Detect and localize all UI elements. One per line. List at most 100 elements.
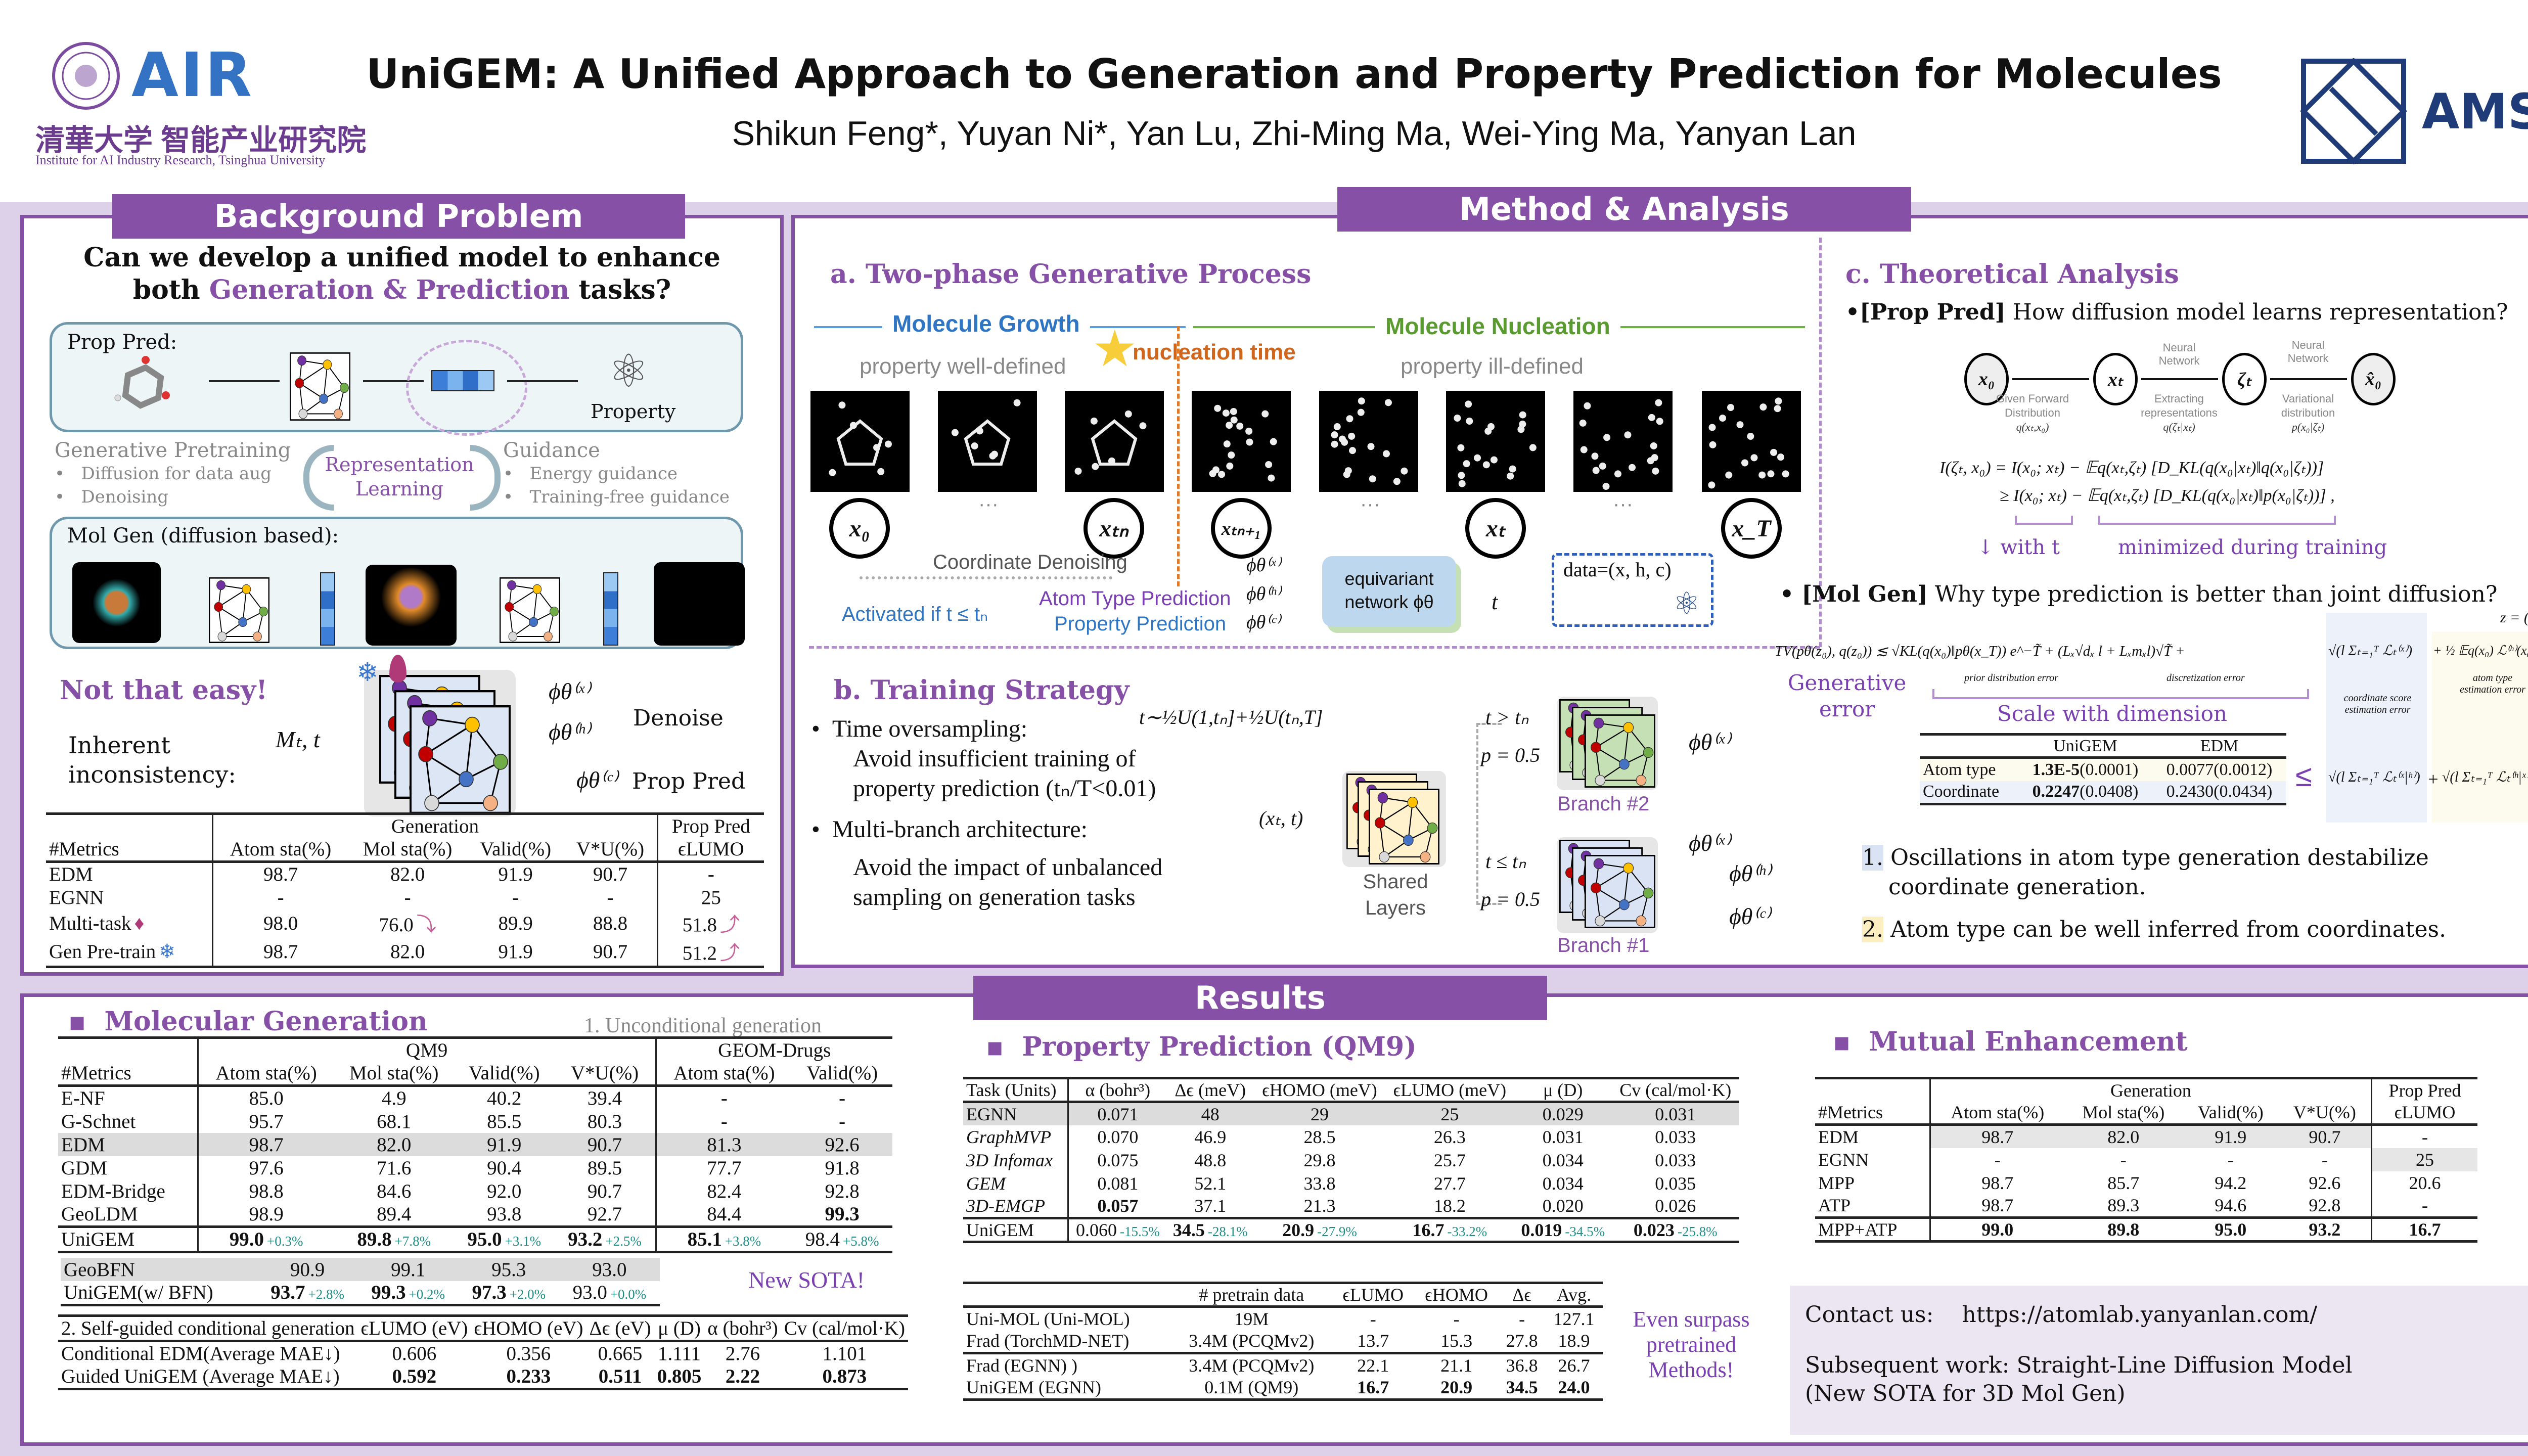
node-zeta: ζₜ	[2222, 353, 2267, 405]
representation-column-icon	[320, 572, 335, 646]
cell-value: GDM	[61, 1157, 108, 1179]
table-row: Frad (TorchMD-NET) 3.4M (PCQMv2) 13.7 15.3 2…	[963, 1330, 1603, 1353]
rep-learning-line: Learning	[355, 478, 443, 500]
leq-symbol: ≤	[2295, 759, 2312, 793]
method-header: Method & Analysis	[1337, 187, 1911, 232]
table-cell: 25	[1385, 1102, 1514, 1125]
not-easy-heading: Not that easy!	[60, 675, 268, 706]
atom-dot	[1775, 397, 1782, 405]
table-cell: -	[2372, 1195, 2477, 1218]
frame-drawing	[1209, 404, 1277, 482]
table-cell: 0.033	[1612, 1125, 1739, 1149]
bracket-with-t	[2015, 516, 2073, 525]
header-row: QM9 GEOM-Drugs	[58, 1036, 892, 1062]
cell-value: 13.7	[1357, 1331, 1389, 1351]
delta-value: -34.5%	[1565, 1224, 1605, 1239]
z-definition: z = (x, h)	[2500, 609, 2528, 626]
plus-symbol: +	[2427, 769, 2440, 789]
table-cell: 98.7	[198, 1133, 334, 1156]
table-cell: 16.7 -33.2%	[1385, 1217, 1514, 1243]
cell-value: 0.2430(0.0434)	[2166, 782, 2273, 801]
cell-value: 3D Infomax	[966, 1150, 1053, 1170]
table-cell: -	[792, 1086, 892, 1110]
table-row: Gen Pre-train ❄ 98.7 82.0 91.9 90.7 51.2 ⤴	[46, 937, 764, 968]
mol-gen-label: Mol Gen (diffusion based):	[67, 524, 339, 548]
cell-value: 94.6	[2215, 1195, 2247, 1216]
atom-dot	[1507, 472, 1514, 480]
error-table: UniGEM EDM Atom type 1.3E-5(0.0001) 0.0077(0…	[1920, 733, 2286, 805]
cell-value: 36.8	[1506, 1355, 1538, 1376]
cell-value: 92.7	[587, 1203, 622, 1225]
table-cell: 92.8	[2278, 1194, 2373, 1218]
cell-value: 90.9	[290, 1258, 325, 1281]
atom-dot	[1466, 418, 1473, 425]
table-cell: 84.6	[334, 1179, 454, 1203]
cell-value: 98.9	[249, 1203, 284, 1225]
node-xt: xₜ	[2093, 353, 2138, 405]
atom-dot	[1519, 420, 1526, 428]
atom-dot	[1222, 410, 1230, 417]
network-stack	[364, 670, 516, 816]
table-cell: 1.3E-5(0.0001)	[2018, 758, 2152, 781]
mutual-table-wrap: Generation Prop Pred #Metrics Atom sta(%) Mo…	[1815, 1077, 2477, 1243]
cell-value: 0.034	[1542, 1173, 1584, 1194]
network-line: equivariant	[1344, 568, 1434, 589]
atom-dot	[1331, 431, 1338, 439]
column-header: ϵLUMO	[657, 838, 764, 863]
table-cell: 90.7	[554, 1133, 657, 1156]
table-cell: 0.075	[1068, 1149, 1166, 1172]
header-row: #Metrics Atom sta(%) Mol sta(%) Valid(%) V*U…	[1815, 1101, 2477, 1126]
column-header: Generation	[212, 812, 658, 838]
delta-value: +2.8%	[308, 1287, 344, 1302]
table-cell: 90.7	[564, 861, 658, 886]
graph-drawing	[1585, 714, 1655, 788]
cell-value: 27.7	[1433, 1173, 1466, 1194]
cell-value: -	[839, 1087, 846, 1109]
column-header: Valid(%)	[2182, 1101, 2279, 1126]
background-table: Generation Prop Pred #Metrics Atom sta(%) Mo…	[46, 812, 764, 968]
cell-value: 1.3E-5	[2032, 760, 2080, 779]
question-pre: both	[132, 275, 209, 305]
table-cell: 0.805	[654, 1365, 705, 1390]
atom-dot	[1074, 467, 1082, 475]
table-cell: -	[348, 886, 467, 909]
atom-dot	[1401, 467, 1408, 475]
header-row: 2. Self-guided conditional generation ϵLU…	[58, 1314, 909, 1342]
rep-learning-line: Representation	[325, 453, 474, 476]
cell-value: 99.3	[825, 1203, 860, 1225]
question-highlight: Generation & Prediction	[209, 275, 570, 305]
atom-dot	[1384, 399, 1392, 406]
lbl: representations	[2141, 406, 2218, 419]
atom-dot	[873, 444, 881, 451]
lbl: coordinate score	[2343, 693, 2412, 704]
subsequent-work: Subsequent work: Straight-Line Diffusion…	[1805, 1352, 2353, 1378]
contact-link[interactable]: https://atomlab.yanyanlan.com/	[1962, 1302, 2318, 1328]
table-cell: 0.020	[1514, 1195, 1612, 1218]
guidance-item-text: Energy guidance	[529, 464, 678, 484]
cell-value: -	[512, 886, 519, 908]
diffusion-frame	[1319, 391, 1418, 492]
cell-value: 0.034	[1542, 1150, 1584, 1170]
table-cell: 13.7	[1332, 1330, 1414, 1353]
cell-value: -	[1453, 1308, 1460, 1329]
atom-dot	[1333, 423, 1341, 431]
table-cell: 0.033	[1612, 1149, 1739, 1172]
cell-value: -	[2422, 1126, 2428, 1147]
delta-value: +3.8%	[725, 1234, 761, 1249]
generative-error-label: Generative error	[1788, 670, 1906, 722]
prop-pred-output-label: Prop Pred	[632, 768, 746, 794]
row-label: ATP	[1815, 1194, 1931, 1218]
atom-dot	[1648, 414, 1655, 421]
table-cell: 71.6	[334, 1156, 454, 1179]
shared-layers-label: Shared Layers	[1347, 869, 1443, 921]
cell-value: 82.0	[2107, 1126, 2140, 1147]
atom-dot	[971, 442, 978, 450]
surpass-line: Even surpass	[1633, 1307, 1750, 1332]
table-cell: 0.031	[1514, 1125, 1612, 1149]
table-row: 3D-EMGP 0.057 37.1 21.3 18.2 0.020 0.026	[963, 1195, 1739, 1218]
cell-value: -	[277, 886, 284, 908]
atom-dot	[1458, 472, 1465, 479]
atom-dot	[1092, 463, 1099, 470]
row-label: Uni-MOL (Uni-MOL)	[963, 1307, 1171, 1330]
state-node-xt: xₜ	[1465, 498, 1526, 559]
